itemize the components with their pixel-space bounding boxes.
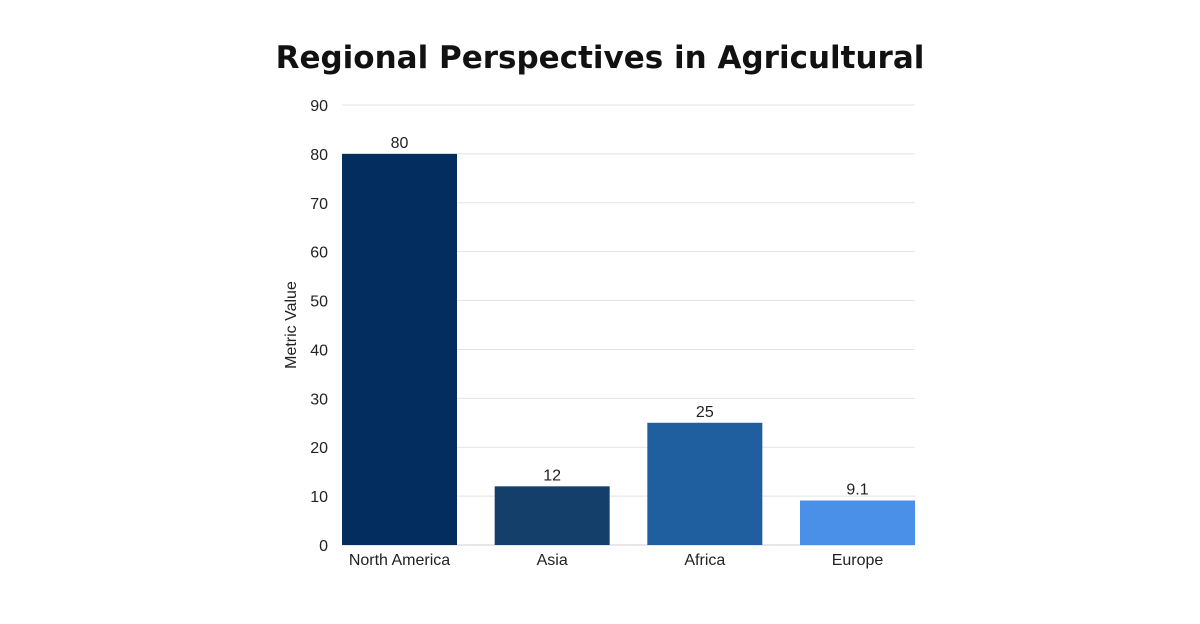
y-tick-label: 50 [310,294,328,311]
x-tick-label: Asia [537,552,568,569]
bar-europe [800,500,915,545]
x-tick-label: North America [349,552,450,569]
data-label: 25 [696,404,714,421]
x-tick-label: Europe [832,552,884,569]
y-tick-label: 10 [310,489,328,506]
y-tick-label: 40 [310,342,328,359]
x-axis-ticks: North America Asia Africa Europe [349,552,884,569]
y-tick-label: 0 [319,538,328,555]
y-tick-label: 20 [310,440,328,457]
bars [342,153,915,545]
y-tick-label: 60 [310,245,328,262]
y-tick-label: 70 [310,196,328,213]
y-tick-label: 80 [310,147,328,164]
y-axis-title: Metric Value [283,281,300,369]
y-tick-label: 30 [310,391,328,408]
data-label: 80 [391,135,409,152]
bar-asia [494,486,610,545]
data-label: 12 [543,467,561,484]
y-axis-ticks: 0 10 20 30 40 50 60 70 80 90 [310,98,328,555]
bar-africa [647,422,763,545]
data-label: 9.1 [846,482,868,499]
chart-title: Regional Perspectives in Agricultural [276,40,925,76]
y-tick-label: 90 [310,98,328,115]
bar-north-america [342,153,457,545]
data-labels: 80 12 25 9.1 [391,135,869,499]
x-tick-label: Africa [684,552,725,569]
